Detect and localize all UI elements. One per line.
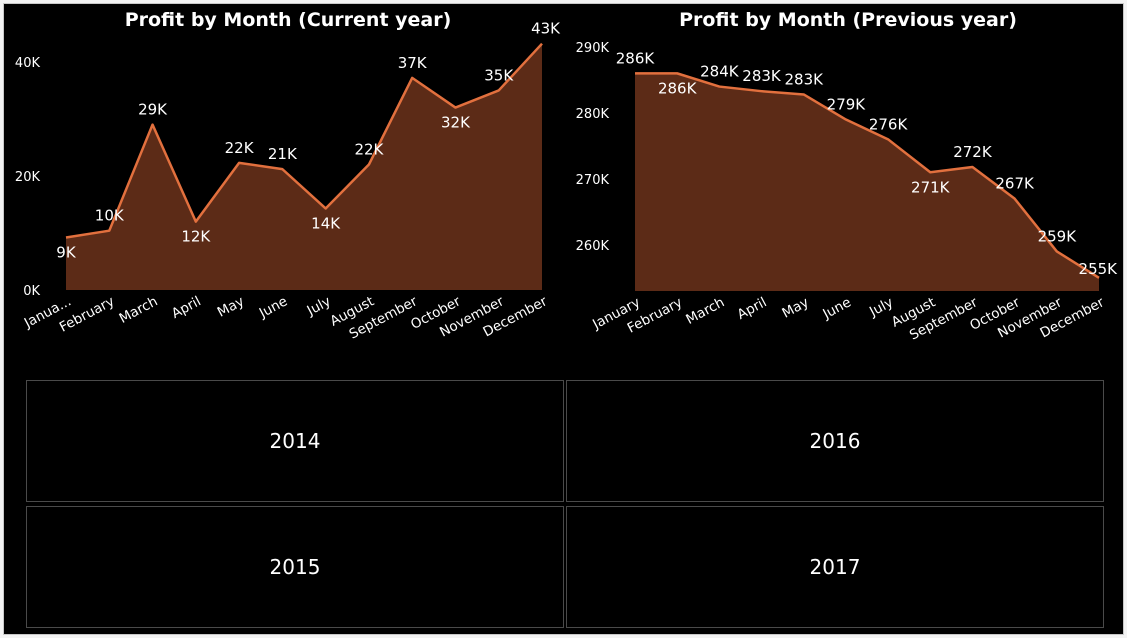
- data-label: 283K: [784, 70, 824, 88]
- data-label: 283K: [742, 67, 782, 85]
- y-tick-label: 290K: [576, 41, 610, 56]
- x-tick-label: May: [779, 294, 811, 321]
- data-label: 21K: [268, 145, 298, 163]
- data-label: 276K: [869, 115, 909, 133]
- data-label: 43K: [531, 20, 561, 38]
- year-tile-label: 2015: [269, 555, 321, 579]
- x-tick-label: March: [683, 294, 727, 327]
- data-label: 286K: [658, 79, 698, 97]
- data-label: 32K: [441, 114, 471, 132]
- y-tick-label: 280K: [576, 107, 610, 122]
- x-tick-label: April: [735, 294, 770, 323]
- data-label: 255K: [1079, 260, 1119, 278]
- data-label: 35K: [484, 66, 514, 84]
- year-tile-2016[interactable]: 2016: [566, 380, 1104, 502]
- report-canvas: Profit by Month (Current year) 0K 20K 40K Ja…: [3, 3, 1124, 635]
- x-tick-label: April: [169, 293, 204, 322]
- data-label: 272K: [953, 143, 993, 161]
- year-tile-2015[interactable]: 2015: [26, 506, 564, 628]
- data-label: 259K: [1038, 227, 1078, 245]
- profit-current-year-chart: Profit by Month (Current year)0K20K40KJa…: [15, 9, 561, 343]
- data-label: 10K: [95, 207, 125, 225]
- year-tile-2017[interactable]: 2017: [566, 506, 1104, 628]
- y-tick-label: 270K: [576, 173, 610, 188]
- area-fill: [66, 43, 542, 290]
- data-label: 9K: [56, 244, 77, 262]
- year-tile-label: 2014: [269, 429, 321, 453]
- x-tick-label: May: [215, 293, 247, 320]
- data-label: 22K: [225, 139, 255, 157]
- y-tick-label: 20K: [15, 170, 41, 185]
- data-label: 267K: [995, 175, 1035, 193]
- x-tick-label: March: [117, 293, 161, 326]
- year-tile-label: 2017: [809, 555, 861, 579]
- y-tick-label: 260K: [576, 239, 610, 254]
- data-label: 37K: [398, 54, 428, 72]
- data-label: 284K: [700, 63, 740, 81]
- series-line: [65, 42, 543, 239]
- year-tile-label: 2016: [809, 429, 861, 453]
- x-tick-label: June: [819, 294, 853, 322]
- data-label: 14K: [311, 214, 341, 232]
- chart-title: Profit by Month (Current year): [125, 9, 452, 31]
- data-label: 279K: [827, 96, 867, 114]
- data-label: 271K: [911, 178, 951, 196]
- area-fill: [635, 73, 1099, 291]
- series-line: [635, 72, 1100, 279]
- data-label: 22K: [354, 141, 384, 159]
- y-tick-label: 0K: [23, 284, 40, 299]
- chart-title: Profit by Month (Previous year): [679, 9, 1017, 31]
- profit-previous-year-chart: Profit by Month (Previous year) 260K 270K 2…: [576, 9, 1119, 344]
- data-label: 286K: [616, 49, 656, 67]
- y-tick-label: 40K: [15, 56, 41, 71]
- x-tick-label: June: [256, 293, 290, 321]
- data-label: 29K: [138, 101, 168, 119]
- data-label: 12K: [181, 228, 211, 246]
- year-tile-2014[interactable]: 2014: [26, 380, 564, 502]
